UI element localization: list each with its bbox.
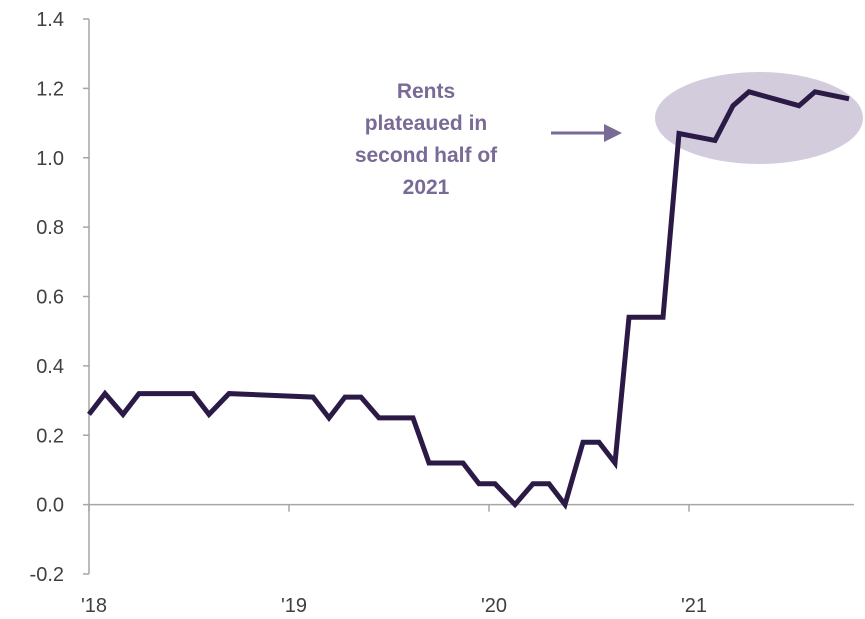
highlight-ellipse [655, 72, 863, 164]
y-tick-label: 0.6 [36, 287, 64, 309]
y-tick-label: 0.0 [36, 495, 64, 517]
y-tick-label: 0.4 [36, 356, 64, 378]
annotation-line-2: plateaued in [365, 112, 488, 135]
x-tick-label: '21 [681, 595, 707, 617]
x-tick-label: '20 [481, 595, 507, 617]
y-tick-label: -0.2 [30, 564, 64, 586]
x-axis-ticks: '18 '19 '20 '21 [81, 504, 707, 617]
annotation: Rents plateaued in second half of 2021 [355, 80, 622, 199]
x-tick-label: '19 [281, 595, 307, 617]
annotation-line-1: Rents [397, 80, 455, 103]
y-axis-ticks: 1.4 1.2 1.0 0.8 0.6 0.4 0.2 0.0 -0.2 [30, 9, 89, 586]
y-tick-label: 0.8 [36, 217, 64, 239]
x-tick-label: '18 [81, 595, 107, 617]
y-tick-label: 1.2 [36, 78, 64, 100]
y-tick-label: 0.2 [36, 425, 64, 447]
y-tick-label: 1.0 [36, 148, 64, 170]
series-group [87, 89, 850, 511]
annotation-line-4: 2021 [403, 176, 450, 199]
y-tick-label: 1.4 [36, 9, 64, 31]
annotation-arrow-head [604, 124, 622, 142]
annotation-line-3: second half of [355, 144, 498, 167]
